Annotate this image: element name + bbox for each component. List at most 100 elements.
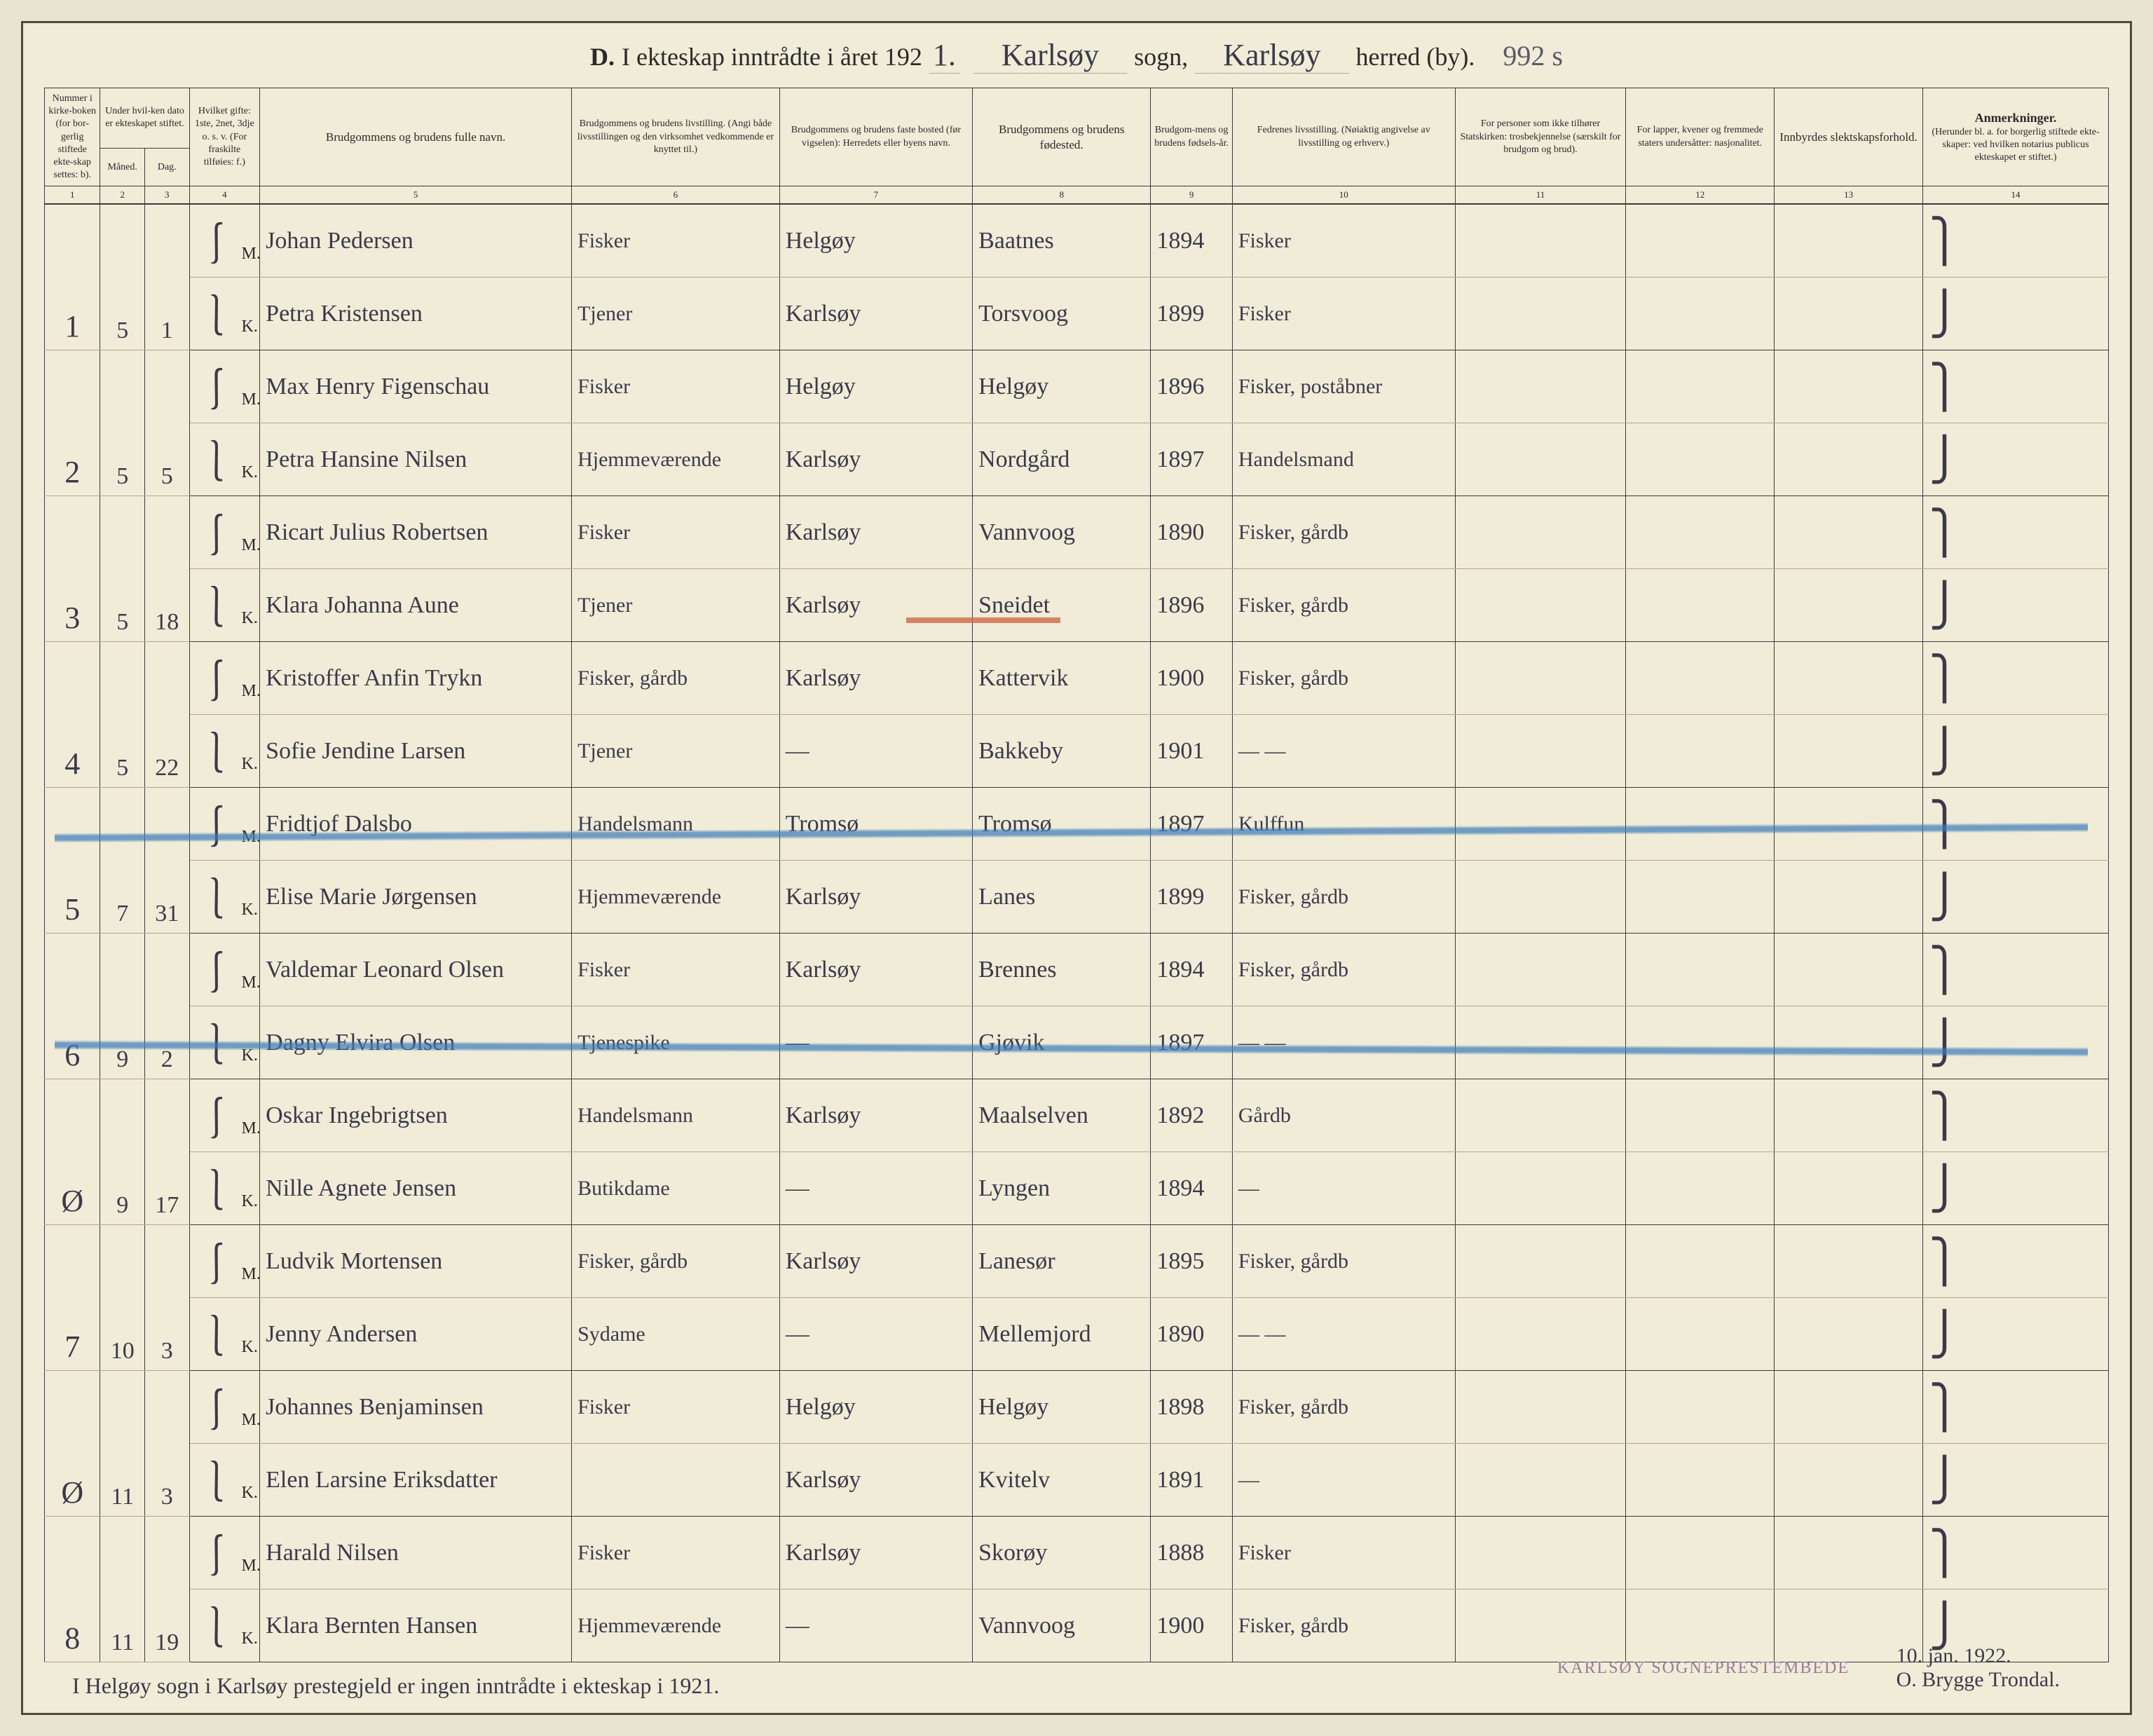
- cell-res: Karlsøy: [779, 642, 972, 715]
- cell-day: 3: [144, 1225, 189, 1371]
- cell-empty: [1626, 642, 1775, 715]
- cell-occ: [572, 1444, 780, 1517]
- cell-birth: Tromsø: [973, 788, 1151, 861]
- cell-number: 8: [45, 1517, 100, 1662]
- cell-mk: ⎰ M. 1: [189, 1517, 260, 1590]
- cell-occ: Hjemmeværende: [572, 423, 780, 496]
- cell-birth: Vannvoog: [973, 496, 1151, 569]
- cell-empty: [1775, 569, 1923, 642]
- cell-month: 5: [100, 642, 145, 788]
- cell-yr: 1891: [1151, 1444, 1233, 1517]
- cell-day: 1: [144, 204, 189, 350]
- cell-yr: 1901: [1151, 715, 1233, 788]
- cell-empty: [1455, 1298, 1626, 1371]
- table-row: 151⎰ M. 1Johan PedersenFiskerHelgøyBaatn…: [45, 204, 2109, 278]
- table-row: ⎱ K. 1Elise Marie JørgensenHjemmeværende…: [45, 861, 2109, 934]
- cell-occ: Tjener: [572, 278, 780, 350]
- cell-empty: [1455, 350, 1626, 423]
- cell-name: Petra Hansine Nilsen: [260, 423, 572, 496]
- cell-empty: [1775, 1225, 1923, 1298]
- cell-name: Nille Agnete Jensen: [260, 1152, 572, 1225]
- cell-occ: Hjemmeværende: [572, 861, 780, 934]
- table-header: Nummer i kirke-boken (for bor-gerlig sti…: [45, 88, 2109, 205]
- colnum: 1: [45, 186, 100, 205]
- cell-occ: Handelsmann: [572, 788, 780, 861]
- cell-yr: 1898: [1151, 1371, 1233, 1444]
- table-row: Ø917⎰ M. 1Oskar IngebrigtsenHandelsmannK…: [45, 1079, 2109, 1152]
- table-row: Ø113⎰ M. 1Johannes BenjaminsenFiskerHelg…: [45, 1371, 2109, 1444]
- cell-number: 2: [45, 350, 100, 496]
- colnum: 5: [260, 186, 572, 205]
- cell-mk: ⎱ K. 1: [189, 569, 260, 642]
- cell-name: Oskar Ingebrigtsen: [260, 1079, 572, 1152]
- cell-remarks: ⎫: [1923, 1079, 2109, 1152]
- cell-birth: Lanesør: [973, 1225, 1151, 1298]
- cell-empty: [1626, 1371, 1775, 1444]
- cell-birth: Lyngen: [973, 1152, 1151, 1225]
- cell-name: Johannes Benjaminsen: [260, 1371, 572, 1444]
- cell-empty: [1626, 278, 1775, 350]
- cell-yr: 1897: [1151, 423, 1233, 496]
- cell-father: Fisker, gårdb: [1232, 1590, 1455, 1662]
- colnum: 12: [1626, 186, 1775, 205]
- colnum: 7: [779, 186, 972, 205]
- colnum: 10: [1232, 186, 1455, 205]
- cell-month: 11: [100, 1517, 145, 1662]
- cell-remarks: ⎭: [1923, 1444, 2109, 1517]
- cell-yr: 1897: [1151, 788, 1233, 861]
- cell-empty: [1626, 1225, 1775, 1298]
- cell-father: Fisker, gårdb: [1232, 934, 1455, 1006]
- cell-empty: [1455, 278, 1626, 350]
- table-row: 3518⎰ M. 1Ricart Julius RobertsenFiskerK…: [45, 496, 2109, 569]
- cell-name: Fridtjof Dalsbo: [260, 788, 572, 861]
- cell-father: Fisker, gårdb: [1232, 861, 1455, 934]
- cell-mk: ⎰ M. 1: [189, 934, 260, 1006]
- cell-mk: ⎱ K. 1: [189, 423, 260, 496]
- header-page-num: 992 s: [1503, 39, 1563, 72]
- cell-empty: [1455, 1371, 1626, 1444]
- cell-mk: ⎰ M. 1: [189, 204, 260, 278]
- cell-remarks: ⎭: [1923, 1152, 2109, 1225]
- cell-mk: ⎱ K. 2 f: [189, 1152, 260, 1225]
- cell-number: Ø: [45, 1079, 100, 1225]
- col-7-header: Brudgommens og brudens fødested.: [973, 88, 1151, 186]
- cell-occ: Fisker, gårdb: [572, 642, 780, 715]
- cell-yr: 1899: [1151, 278, 1233, 350]
- cell-empty: [1775, 496, 1923, 569]
- cell-res: Karlsøy: [779, 569, 972, 642]
- cell-birth: Nordgård: [973, 423, 1151, 496]
- red-strike: [906, 617, 1060, 623]
- cell-empty: [1455, 861, 1626, 934]
- table-row: 4522⎰ M. 1Kristoffer Anfin TryknFisker, …: [45, 642, 2109, 715]
- cell-name: Ricart Julius Robertsen: [260, 496, 572, 569]
- cell-occ: Hjemmeværende: [572, 1590, 780, 1662]
- cell-empty: [1775, 278, 1923, 350]
- cell-res: Karlsøy: [779, 496, 972, 569]
- cell-mk: ⎱ K. 1: [189, 278, 260, 350]
- cell-res: Karlsøy: [779, 934, 972, 1006]
- cell-number: 5: [45, 788, 100, 934]
- cell-empty: [1455, 1079, 1626, 1152]
- col-1-header: Nummer i kirke-boken (for bor-gerlig sti…: [45, 88, 100, 186]
- cell-yr: 1900: [1151, 642, 1233, 715]
- cell-month: 5: [100, 204, 145, 350]
- table-row: ⎱ K. 1Klara Johanna AuneTjenerKarlsøySne…: [45, 569, 2109, 642]
- cell-res: Karlsøy: [779, 423, 972, 496]
- register-table: Nummer i kirke-boken (for bor-gerlig sti…: [44, 88, 2109, 1662]
- cell-empty: [1455, 423, 1626, 496]
- cell-birth: Skorøy: [973, 1517, 1151, 1590]
- table-row: ⎱ K. 1Klara Bernten HansenHjemmeværende—…: [45, 1590, 2109, 1662]
- cell-empty: [1626, 423, 1775, 496]
- cell-empty: [1775, 1079, 1923, 1152]
- cell-father: Gårdb: [1232, 1079, 1455, 1152]
- cell-empty: [1626, 350, 1775, 423]
- cell-number: 7: [45, 1225, 100, 1371]
- col-8-header: Brudgom-mens og brudens fødsels-år.: [1151, 88, 1233, 186]
- cell-remarks: ⎫: [1923, 1371, 2109, 1444]
- col-6-header: Brudgommens og brudens faste bosted (før…: [779, 88, 972, 186]
- col-9-header: Fedrenes livsstilling. (Nøiaktig angivel…: [1232, 88, 1455, 186]
- cell-name: Kristoffer Anfin Trykn: [260, 642, 572, 715]
- cell-day: 17: [144, 1079, 189, 1225]
- cell-empty: [1626, 861, 1775, 934]
- cell-occ: Tjener: [572, 569, 780, 642]
